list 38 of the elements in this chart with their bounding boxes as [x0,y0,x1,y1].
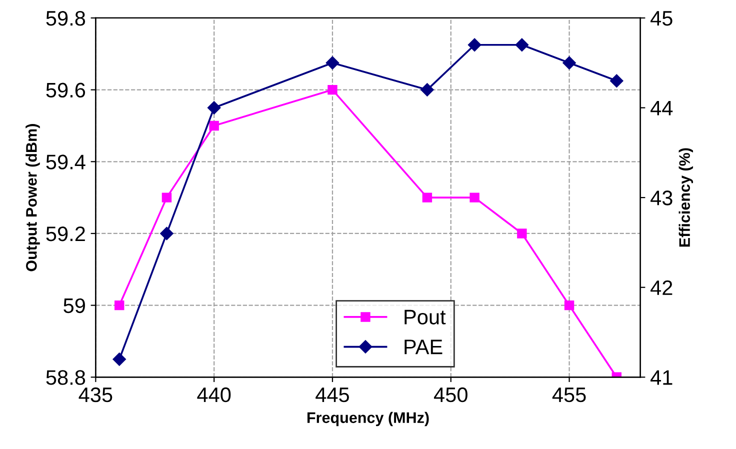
point [470,192,480,202]
x-tick-label: 455 [552,388,586,402]
y2-axis-title: Efficiency (%) [678,148,694,247]
point [422,192,432,202]
point [564,300,574,310]
point [515,38,529,52]
y2-tick-label: 44 [650,100,673,116]
y-tick-label: 59.8 [46,10,86,26]
y2-tick-label: 42 [650,280,672,295]
point [517,228,527,238]
y-axis-title: Output Power (dBm) [26,124,40,272]
point [562,56,576,70]
y-tick-label: 59.6 [46,82,86,98]
x-tick-label: 445 [316,388,349,402]
y2-tick-label: 41 [650,370,672,385]
point [207,101,221,114]
x-tick-label: 440 [197,387,231,402]
x-tick-label: 450 [434,387,468,402]
y2-tick-label: 43 [650,190,672,206]
point [209,120,219,131]
point [610,74,624,88]
point [160,226,174,240]
y2-tick-label: 45 [650,11,672,26]
point [326,56,340,70]
point [114,300,124,310]
point [468,38,482,52]
x-axis-title: Frequency (MHz) [307,412,429,426]
x-tick-label: 435 [78,387,112,402]
legend-label: Pout [404,310,446,324]
y-tick-label: 59.4 [46,154,86,170]
y-tick-label: 59 [64,298,85,314]
point [328,84,338,95]
point [162,192,172,202]
y-tick-label: 58.8 [46,370,86,385]
point [112,352,126,366]
y-tick-label: 59.2 [46,226,85,242]
point [420,83,434,96]
legend-label: PAE [404,340,442,354]
